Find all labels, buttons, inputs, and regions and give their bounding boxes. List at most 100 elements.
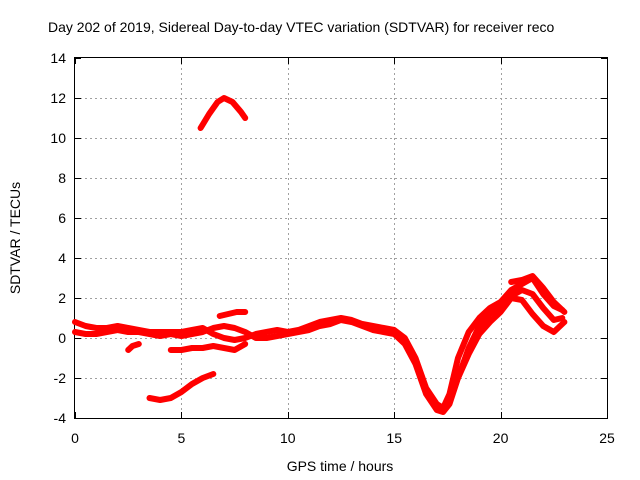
data-point <box>242 329 248 335</box>
data-point <box>189 381 195 387</box>
y-tick-label: 0 <box>58 330 66 346</box>
data-point <box>157 333 163 339</box>
y-tick-label: -4 <box>54 410 67 426</box>
data-point <box>551 329 557 335</box>
data-point <box>130 343 135 349</box>
data-point <box>210 331 216 337</box>
data-point <box>434 407 440 413</box>
data-point <box>232 337 238 343</box>
data-point <box>476 315 482 321</box>
data-point <box>274 327 280 333</box>
y-tick-label: -2 <box>54 370 67 386</box>
data-point <box>530 291 535 297</box>
data-point <box>264 335 269 341</box>
data-point <box>221 323 227 329</box>
data-point <box>487 319 493 325</box>
data-point <box>168 395 174 401</box>
x-tick-label: 20 <box>493 430 509 446</box>
data-point <box>242 335 248 341</box>
y-tick-label: 10 <box>50 130 66 146</box>
x-tick-label: 10 <box>280 430 296 446</box>
data-point <box>215 99 221 105</box>
x-tick-label: 15 <box>386 430 402 446</box>
data-point <box>530 273 535 279</box>
data-point <box>530 311 535 317</box>
y-tick-label: 14 <box>50 50 66 66</box>
data-point <box>147 331 152 337</box>
data-point <box>540 305 546 311</box>
data-point <box>234 309 240 315</box>
data-point <box>157 397 163 403</box>
data-point <box>423 391 429 397</box>
x-tick-label: 25 <box>599 430 615 446</box>
data-point <box>178 389 184 395</box>
data-point <box>178 347 184 353</box>
data-point <box>551 299 557 305</box>
data-point <box>508 279 514 285</box>
data-point <box>381 329 387 335</box>
data-point <box>242 341 248 347</box>
y-tick-label: 8 <box>58 170 66 186</box>
y-tick-label: 2 <box>58 290 66 306</box>
data-point <box>136 341 142 347</box>
data-point <box>210 371 216 377</box>
data-point <box>217 313 223 319</box>
data-point <box>198 125 204 131</box>
data-point <box>232 325 238 331</box>
data-point <box>370 327 376 333</box>
data-point <box>264 329 269 335</box>
data-point <box>551 317 557 323</box>
data-point <box>225 311 231 317</box>
data-point <box>230 99 235 105</box>
chart-title: Day 202 of 2019, Sidereal Day-to-day VTE… <box>48 19 554 35</box>
data-point <box>125 329 131 335</box>
data-point <box>72 319 78 325</box>
data-point <box>402 341 408 347</box>
data-point <box>519 287 525 293</box>
data-point <box>487 311 493 317</box>
data-point <box>168 347 174 353</box>
data-point <box>189 345 195 351</box>
y-tick-label: 4 <box>58 250 66 266</box>
data-point <box>508 287 514 293</box>
data-point <box>327 321 333 327</box>
data-point <box>147 395 152 401</box>
y-axis: -4 -2 0 2 4 6 8 10 12 14 <box>50 50 607 426</box>
x-axis: 0 5 10 15 20 25 <box>71 58 615 446</box>
data-point <box>455 375 461 381</box>
data-point <box>349 319 355 325</box>
y-tick-label: 12 <box>50 90 66 106</box>
data-point <box>221 335 227 341</box>
data-point <box>476 331 482 337</box>
data-point <box>221 345 227 351</box>
data-point <box>93 325 99 331</box>
series-line-track-main-upper <box>72 275 566 411</box>
data-point <box>447 401 452 407</box>
data-point <box>221 95 227 101</box>
data-point <box>391 331 397 337</box>
data-point <box>466 329 472 335</box>
data-point <box>115 327 121 333</box>
data-point <box>508 295 514 301</box>
data-point <box>285 331 291 337</box>
data-point <box>238 109 244 115</box>
data-point <box>476 323 482 329</box>
data-point <box>200 329 206 335</box>
data-point <box>306 327 312 333</box>
data-point <box>519 277 525 283</box>
data-point <box>295 329 301 335</box>
data-point <box>540 323 546 329</box>
data-point <box>561 319 567 325</box>
x-tick-label: 5 <box>178 430 186 446</box>
grid <box>75 58 607 418</box>
data-point <box>455 355 461 361</box>
data-point <box>206 111 212 117</box>
data-point <box>178 333 184 339</box>
plot-frame <box>74 57 608 419</box>
x-tick-label: 0 <box>71 430 79 446</box>
data-point <box>242 309 248 315</box>
data-point <box>232 347 238 353</box>
data-point <box>72 329 78 335</box>
data-point <box>466 351 472 357</box>
